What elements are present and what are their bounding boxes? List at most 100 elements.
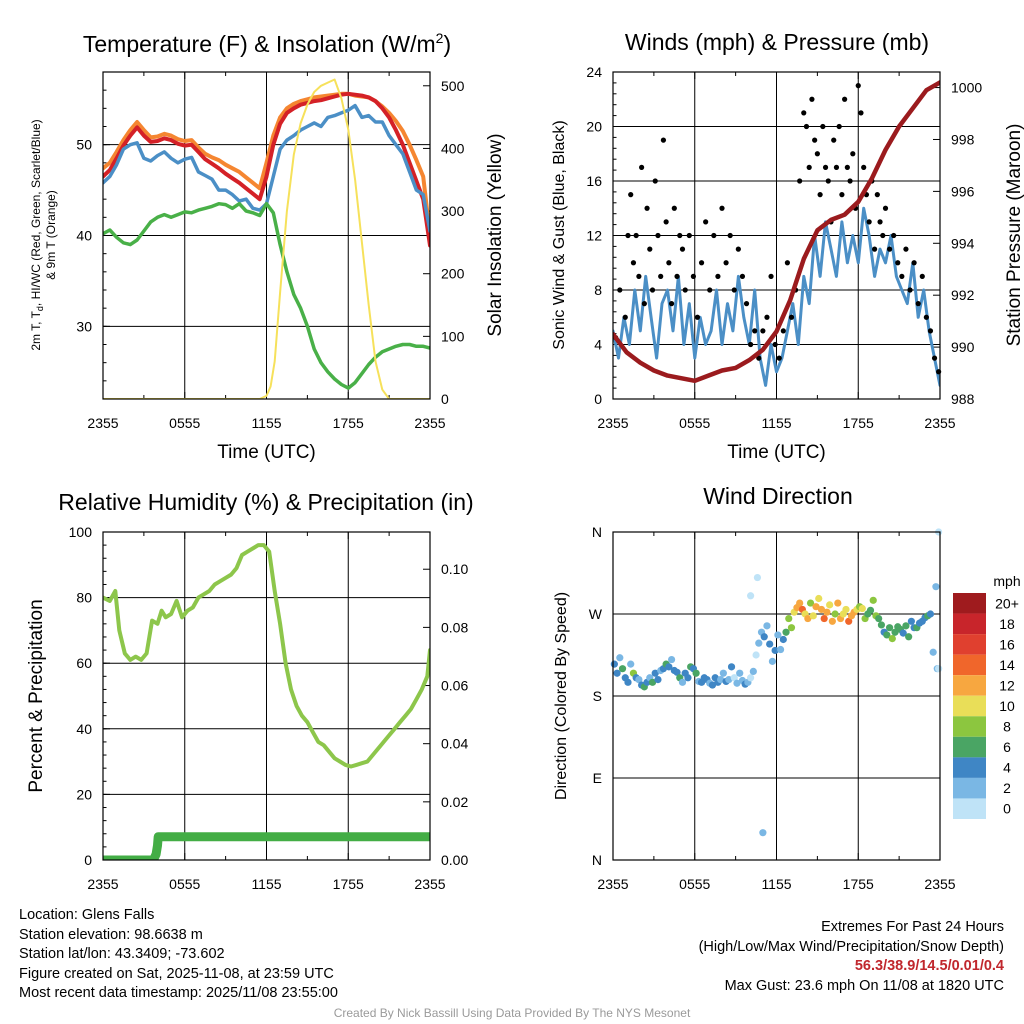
direction-point [779, 635, 787, 644]
direction-point [888, 635, 896, 643]
y-tick-label: 40 [76, 721, 92, 737]
gust-point [694, 314, 701, 320]
gust-point [636, 273, 642, 279]
gust-point [760, 328, 766, 334]
direction-point [673, 668, 681, 676]
gust-point [660, 137, 667, 143]
gust-point [877, 219, 883, 225]
y-tick-label: 0 [84, 852, 92, 868]
direction-point [820, 614, 828, 623]
direction-point [747, 592, 755, 600]
direction-point [932, 583, 940, 591]
x-tick-label: 2355 [87, 876, 118, 892]
gust-point [907, 287, 913, 293]
gust-point [639, 164, 645, 170]
gust-point [743, 301, 750, 307]
y2-tick-label: 990 [951, 339, 975, 355]
gust-point [647, 246, 653, 252]
gust-point [666, 260, 672, 266]
plot-frame [612, 71, 941, 400]
direction-point [809, 612, 817, 620]
gust-point [801, 110, 807, 116]
gust-point [707, 287, 713, 293]
gust-point [923, 314, 929, 320]
y-tick-label: 8 [594, 282, 602, 298]
gust-point [649, 287, 656, 293]
x-tick-label: 1755 [843, 415, 874, 431]
direction-point [787, 624, 796, 632]
gust-point [652, 178, 658, 184]
y2-tick-label: 992 [951, 287, 975, 303]
series-line-2m-t [103, 91, 430, 248]
direction-point [719, 669, 727, 677]
gust-point [825, 178, 831, 184]
colorbar-label: 8 [1003, 719, 1011, 735]
gust-point [866, 219, 872, 225]
colorbar-swatch [953, 654, 986, 676]
x-tick-label: 0555 [679, 876, 710, 892]
gust-point [768, 273, 774, 279]
direction-point [752, 651, 760, 659]
gust-point [797, 178, 803, 184]
max-gust: Max Gust: 23.6 mph On 11/08 at 1820 UTC [724, 977, 1004, 994]
series-line-relative-humidity [103, 543, 430, 769]
gust-point [776, 355, 782, 361]
credit-line: Created By Nick Bassill Using Data Provi… [333, 1006, 691, 1020]
colorbar-unit: mph [993, 573, 1020, 589]
extremes-title: Extremes For Past 24 Hours [821, 919, 1004, 935]
direction-point [733, 679, 741, 687]
direction-point [902, 622, 910, 630]
x-axis-label: Time (UTC) [217, 442, 316, 463]
direction-point [618, 665, 627, 673]
gust-point [679, 246, 686, 252]
direction-point [684, 674, 692, 682]
direction-point [804, 614, 812, 623]
direction-point [692, 669, 700, 677]
x-tick-label: 1155 [761, 876, 791, 892]
x-tick-label: 2355 [924, 415, 955, 431]
y-tick-label: 40 [76, 228, 92, 244]
y-tick-label: 0 [594, 391, 602, 407]
gust-point [698, 260, 705, 266]
gust-point [674, 273, 680, 279]
y2-tick-label: 998 [951, 131, 975, 147]
direction-point [610, 660, 618, 668]
gust-point [671, 205, 677, 211]
direction-point [858, 604, 866, 613]
direction-point [667, 655, 676, 664]
y-tick-label: 30 [76, 318, 92, 334]
direction-point [929, 648, 937, 656]
direction-point [651, 669, 659, 677]
gust-point [630, 260, 637, 266]
x-tick-label: 1755 [843, 876, 874, 892]
y2-axis-label: Station Pressure (Maroon) [1004, 124, 1024, 347]
direction-point [627, 660, 635, 668]
gust-point [633, 232, 639, 239]
gust-point [931, 355, 938, 361]
y2-tick-label: 994 [951, 235, 975, 251]
direction-point [725, 676, 733, 684]
direction-point [905, 633, 913, 641]
gust-point [617, 287, 623, 293]
y2-tick-label: 0.04 [441, 736, 468, 752]
gust-point [891, 232, 897, 239]
gust-point [806, 164, 812, 170]
x-tick-label: 1155 [251, 876, 281, 892]
direction-point [883, 631, 891, 639]
y2-tick-label: 400 [441, 140, 465, 156]
y2-tick-label: 0.10 [441, 561, 468, 577]
gust-point [903, 246, 909, 252]
direction-point [866, 606, 875, 614]
direction-point [755, 639, 763, 647]
gust-point [727, 232, 733, 239]
direction-point [717, 676, 725, 684]
y-tick-label: 4 [594, 337, 602, 353]
gust-point [752, 328, 758, 334]
gust-point [927, 328, 934, 334]
gust-point [809, 96, 815, 102]
direction-point [753, 573, 762, 582]
direction-point [842, 605, 850, 614]
recent-timestamp: Most recent data timestamp: 2025/11/08 2… [19, 985, 338, 1001]
direction-point [834, 599, 842, 607]
